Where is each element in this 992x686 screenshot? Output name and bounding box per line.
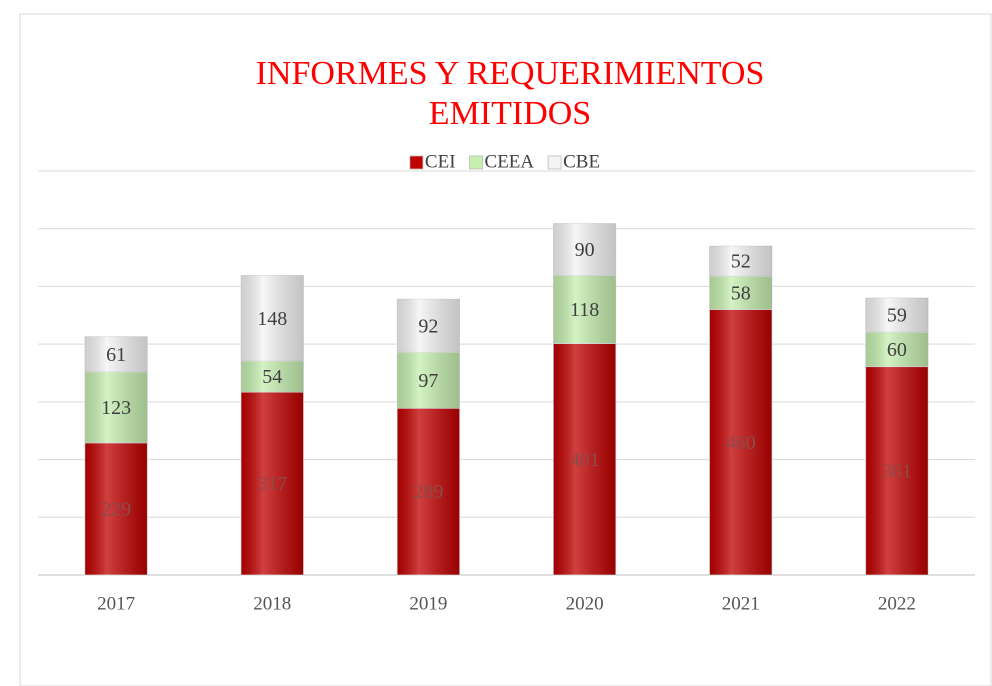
data-label: 59	[887, 305, 907, 327]
data-label: 123	[101, 397, 131, 419]
x-tick-label: 2017	[97, 593, 135, 614]
data-label: 229	[101, 499, 131, 521]
legend-label: CEI	[425, 151, 456, 172]
bar-gloss	[865, 297, 929, 333]
bar-gloss	[241, 392, 304, 575]
data-label: 361	[882, 460, 912, 482]
legend: CEI CEEA CBE	[409, 151, 600, 172]
bar-gloss	[397, 299, 460, 353]
data-label: 90	[575, 239, 595, 261]
data-label: 60	[887, 339, 907, 361]
legend-swatch	[469, 155, 483, 170]
data-label: 92	[418, 315, 438, 337]
data-label: 401	[570, 449, 600, 471]
data-label: 148	[257, 308, 287, 330]
legend-swatch	[409, 155, 424, 170]
x-tick-label: 2019	[409, 593, 447, 614]
chart-title: INFORMES Y REQUERIMIENTOS EMITIDOS	[256, 55, 765, 132]
legend-label: CEEA	[485, 151, 535, 172]
bar-gloss	[865, 366, 929, 575]
bar-gloss	[553, 343, 616, 575]
bar-gloss	[865, 332, 929, 367]
bar-gloss	[84, 442, 148, 575]
x-tick-label: 2021	[722, 593, 760, 614]
chart-frame	[19, 13, 992, 686]
data-label: 317	[257, 473, 287, 495]
bar-gloss	[84, 336, 148, 372]
legend-label: CBE	[563, 151, 600, 172]
bar-gloss	[709, 309, 772, 575]
bar-gloss	[241, 360, 304, 393]
bar-gloss	[553, 275, 616, 344]
bar-gloss	[553, 223, 616, 276]
data-label: 289	[413, 481, 443, 503]
bar-gloss	[84, 371, 148, 443]
bar-gloss	[397, 352, 460, 409]
bar-gloss	[241, 275, 304, 361]
bar-gloss	[709, 246, 772, 277]
data-label: 118	[570, 299, 599, 321]
data-label: 97	[418, 370, 438, 392]
bar-gloss	[397, 408, 460, 575]
x-tick-label: 2022	[878, 593, 916, 614]
data-label: 460	[726, 432, 756, 454]
legend-swatch	[547, 155, 562, 170]
data-label: 52	[731, 251, 751, 273]
x-tick-label: 2018	[253, 593, 291, 614]
x-tick-label: 2020	[566, 593, 604, 614]
data-label: 54	[262, 366, 282, 388]
bar-gloss	[709, 276, 772, 310]
data-label: 58	[731, 282, 751, 304]
data-label: 61	[106, 344, 126, 366]
